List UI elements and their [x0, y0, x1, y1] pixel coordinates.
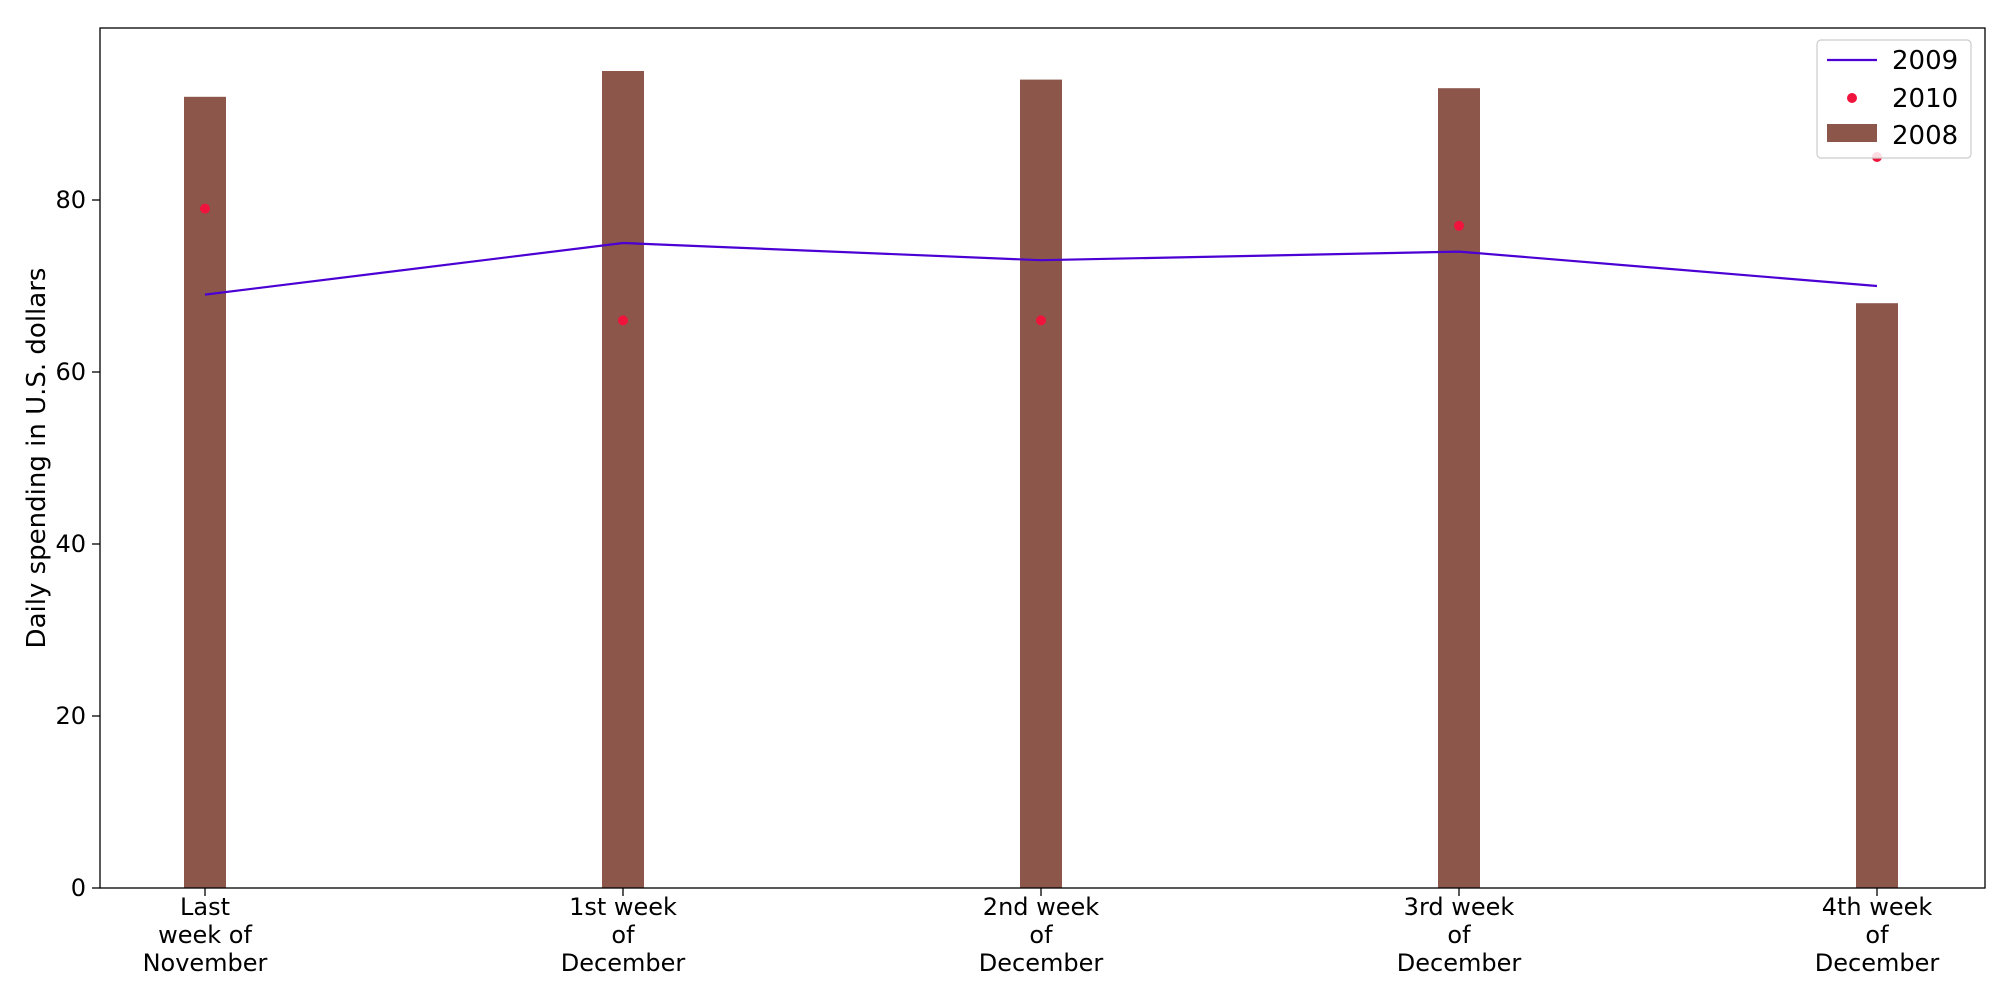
x-tick-label-3: 3rd week of December [1397, 893, 1522, 977]
point-2010-3 [1454, 220, 1464, 231]
bar-series-2008 [184, 71, 1898, 889]
bar-2008-2 [1020, 79, 1062, 889]
y-tick-label-20: 20 [55, 702, 86, 730]
line-2009 [204, 241, 1878, 296]
y-tick-label-60: 60 [55, 358, 86, 386]
legend-label-2010: 2010 [1892, 84, 1958, 114]
legend-label-2009: 2009 [1892, 46, 1958, 76]
legend-label-2008: 2008 [1892, 121, 1958, 151]
x-tick-label-0: Last week of November [143, 893, 268, 977]
x-axis: Last week of November 1st week of December 2nd… [143, 888, 1940, 977]
x-tick-label-2: 2nd week of December [979, 893, 1104, 977]
legend-swatch-2008 [1827, 124, 1877, 142]
bar-2008-1 [602, 71, 644, 888]
plot-frame [99, 27, 1986, 889]
y-tick-label-80: 80 [55, 186, 86, 214]
point-2010-1 [618, 315, 628, 326]
bar-2008-4 [1856, 303, 1898, 888]
bar-2008-0 [184, 96, 226, 889]
point-2010-0 [200, 203, 210, 214]
y-tick-label-40: 40 [55, 530, 86, 558]
legend: 2009 2010 2008 [1816, 39, 1972, 159]
bar-2008-3 [1438, 88, 1480, 888]
legend-swatch-2010 [1847, 93, 1857, 103]
y-axis-label: Daily spending in U.S. dollars [22, 268, 52, 649]
y-axis: 0 20 40 60 80 [55, 186, 100, 902]
x-tick-label-4: 4th week of December [1815, 893, 1940, 977]
point-2010-2 [1036, 315, 1046, 326]
x-tick-label-1: 1st week of December [561, 893, 686, 977]
y-tick-label-0: 0 [71, 874, 86, 902]
line-series-2009 [204, 241, 1878, 296]
